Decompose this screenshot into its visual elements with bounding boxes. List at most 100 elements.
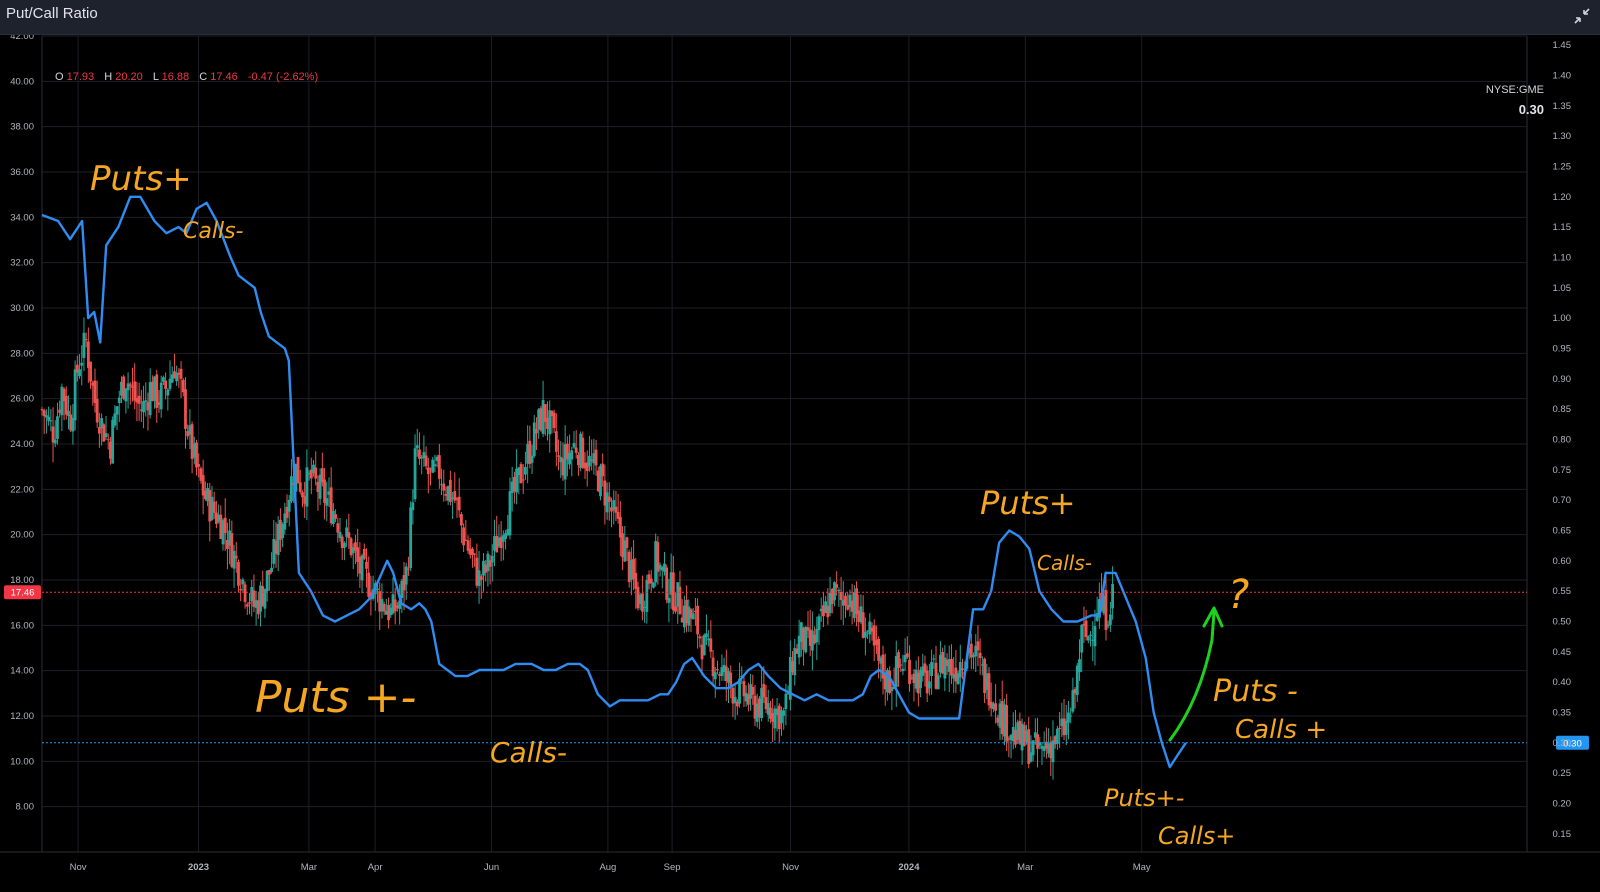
candle-body: [1047, 743, 1050, 754]
ohlc-legend: O 17.93 H 20.20 L 16.88 C 17.46 -0.47 (-…: [55, 71, 325, 83]
candle-body: [499, 536, 503, 549]
candle-body: [707, 638, 711, 641]
candle-body: [166, 389, 170, 396]
candle-body: [444, 494, 448, 496]
candle-body: [574, 447, 578, 453]
candle-body: [287, 499, 291, 512]
candle-body: [592, 453, 596, 464]
candle-body: [996, 717, 1000, 723]
green-arrow-head: [1202, 606, 1224, 628]
ratio-tick-label: 1.15: [1553, 222, 1572, 233]
price-tick-label: 22.00: [10, 484, 34, 495]
candle-body: [265, 570, 269, 592]
candle-body: [921, 666, 925, 676]
candle-body: [1071, 690, 1075, 712]
candle-body: [221, 520, 225, 545]
candle-body: [120, 381, 123, 396]
candle-body: [426, 467, 430, 475]
candle-body: [930, 662, 933, 677]
candle-body: [1022, 725, 1026, 746]
candle-body: [409, 507, 413, 568]
candle-body: [320, 468, 324, 483]
candle-body: [93, 380, 97, 403]
candle-body: [1038, 742, 1042, 746]
collapse-arrows-icon[interactable]: [1572, 6, 1592, 26]
candle-body: [411, 502, 415, 511]
ratio-tick-label: 0.95: [1553, 343, 1572, 354]
candle-body: [290, 476, 293, 502]
candle-body: [590, 459, 594, 461]
candle-body: [51, 426, 55, 443]
candle-body: [303, 496, 307, 504]
candle-body: [585, 462, 589, 471]
candle-body: [1014, 730, 1017, 745]
time-axis: Nov 2023 Mar Apr Jun Aug Sep Nov 2024 Mar May: [70, 862, 1151, 873]
candle-body: [420, 456, 424, 459]
candle-body: [111, 419, 115, 464]
candle-body: [870, 627, 874, 632]
candle-body: [309, 469, 313, 479]
candle-body: [579, 433, 583, 469]
candle-body: [418, 449, 421, 459]
candle-body: [793, 648, 797, 676]
candle-body: [170, 374, 174, 383]
candle-body: [788, 656, 792, 700]
candle-body: [855, 588, 858, 615]
candle-body: [777, 705, 781, 730]
candle-body: [415, 445, 419, 449]
candle-body: [146, 402, 150, 411]
candle-body: [581, 437, 585, 468]
candle-body: [175, 372, 179, 382]
candle-body: [616, 512, 620, 519]
time-tick-label: Apr: [368, 862, 383, 873]
candle-body: [806, 627, 810, 631]
candle-body: [451, 497, 454, 499]
candle-body: [674, 606, 677, 612]
candle-body: [214, 512, 218, 524]
candle-body: [822, 605, 825, 617]
candle-body: [852, 592, 856, 619]
candle-body: [173, 371, 176, 379]
candle-body: [203, 490, 207, 500]
candle-body: [956, 673, 960, 684]
close-value: 17.46: [210, 71, 238, 83]
candle-body: [252, 590, 256, 607]
candle-body: [521, 479, 525, 481]
candle-body: [245, 604, 249, 607]
candle-body: [422, 452, 426, 459]
price-tick-label: 12.00: [10, 711, 34, 722]
candle-body: [861, 612, 865, 638]
price-chart[interactable]: 17.46 0.30 42.00 40.00 38.00 36.00 34.00 32.00…: [0, 35, 1600, 892]
price-tick-label: 36.00: [10, 167, 34, 178]
candle-body: [722, 664, 726, 673]
candle-body: [64, 395, 68, 415]
candle-body: [479, 576, 483, 580]
candle-body: [237, 561, 240, 586]
candle-body: [316, 481, 320, 492]
candle-body: [212, 501, 216, 513]
candle-body: [758, 698, 761, 718]
candle-body: [888, 670, 892, 693]
candle-body: [961, 668, 964, 670]
candle-body: [407, 568, 410, 570]
candle-body: [539, 408, 543, 431]
candle-body: [985, 673, 989, 690]
candle-body: [519, 464, 523, 484]
candle-body: [1084, 620, 1088, 637]
candle-body: [1111, 584, 1115, 609]
candle-body: [837, 589, 841, 592]
candle-body: [508, 491, 512, 536]
ratio-tick-label: 1.25: [1553, 161, 1572, 172]
candle-body: [323, 479, 326, 503]
candle-body: [398, 600, 402, 609]
candle-body: [751, 686, 755, 695]
candle-body: [241, 579, 245, 585]
low-label: L: [152, 71, 159, 83]
candle-body: [1058, 727, 1062, 729]
candle-body: [168, 378, 172, 389]
candle-body: [261, 586, 265, 606]
candle-body: [594, 449, 598, 466]
candle-body: [1067, 712, 1070, 723]
candle-body: [802, 627, 805, 650]
candle-body: [680, 617, 684, 623]
